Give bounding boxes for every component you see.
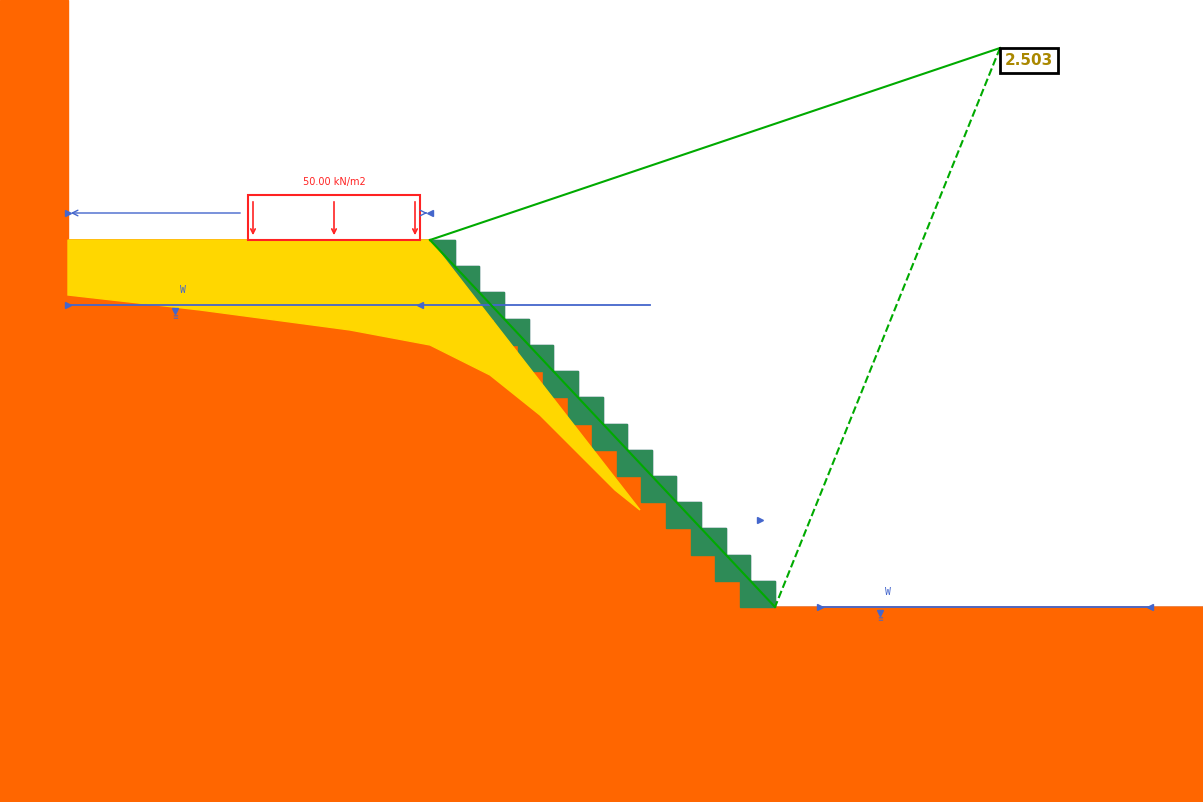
Text: ≡: ≡ — [172, 314, 178, 320]
Text: W: W — [180, 285, 186, 295]
Polygon shape — [0, 240, 1203, 802]
Bar — [248, 195, 420, 240]
Polygon shape — [69, 240, 640, 510]
Polygon shape — [0, 240, 1203, 802]
Text: 2.503: 2.503 — [1005, 53, 1054, 68]
Text: 50.00 kN/m2: 50.00 kN/m2 — [303, 177, 366, 187]
Polygon shape — [429, 240, 1203, 802]
Polygon shape — [0, 0, 69, 802]
Polygon shape — [395, 240, 775, 607]
Text: ≡: ≡ — [877, 616, 883, 622]
Text: W: W — [885, 587, 891, 597]
